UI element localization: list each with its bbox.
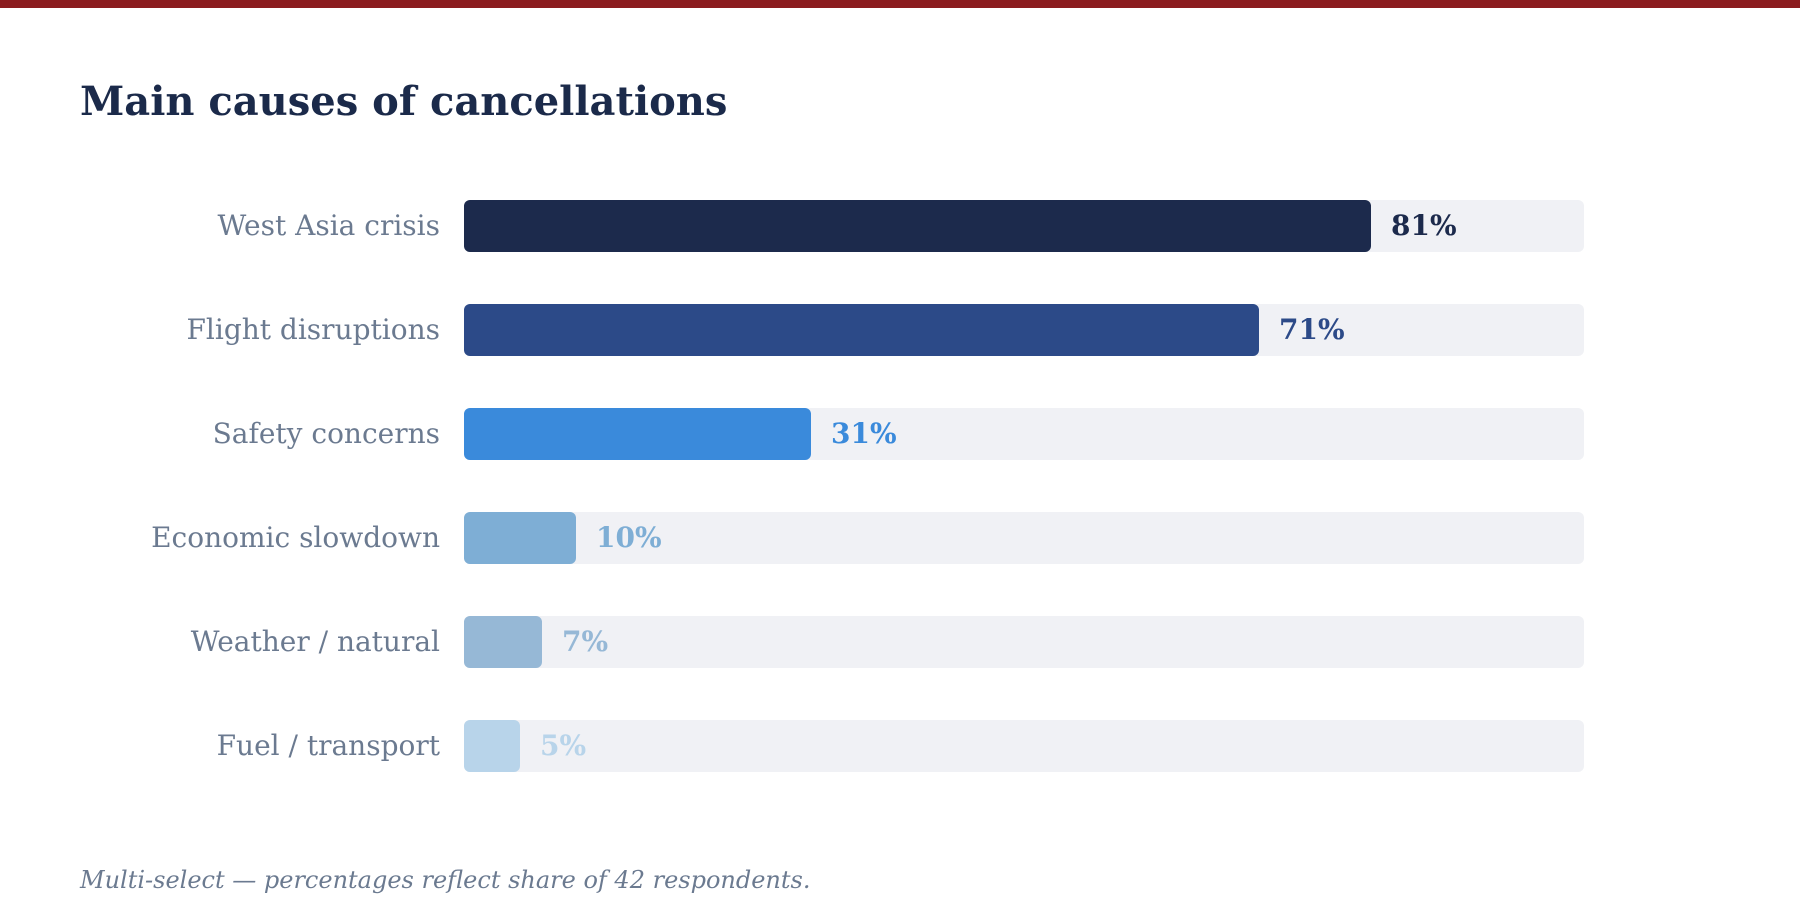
- bar: [464, 304, 1259, 356]
- value-label: 81%: [1391, 209, 1457, 242]
- chart-title: Main causes of cancellations: [80, 78, 728, 125]
- footnote: Multi-select — percentages reflect share…: [80, 866, 811, 894]
- category-label: Flight disruptions: [186, 313, 440, 346]
- bar: [464, 512, 576, 564]
- value-label: 71%: [1279, 313, 1345, 346]
- category-label: West Asia crisis: [217, 209, 440, 242]
- bar: [464, 200, 1371, 252]
- category-label: Economic slowdown: [151, 521, 440, 554]
- bar-track: [464, 720, 1584, 772]
- bar-track: [464, 616, 1584, 668]
- category-label: Fuel / transport: [216, 729, 440, 762]
- bar: [464, 408, 811, 460]
- category-label: Weather / natural: [190, 625, 440, 658]
- bar-track: [464, 512, 1584, 564]
- value-label: 10%: [596, 521, 662, 554]
- bar: [464, 720, 520, 772]
- top-accent-rule: [0, 0, 1800, 8]
- category-label: Safety concerns: [212, 417, 440, 450]
- value-label: 5%: [540, 729, 587, 762]
- value-label: 31%: [831, 417, 897, 450]
- bar: [464, 616, 542, 668]
- value-label: 7%: [562, 625, 609, 658]
